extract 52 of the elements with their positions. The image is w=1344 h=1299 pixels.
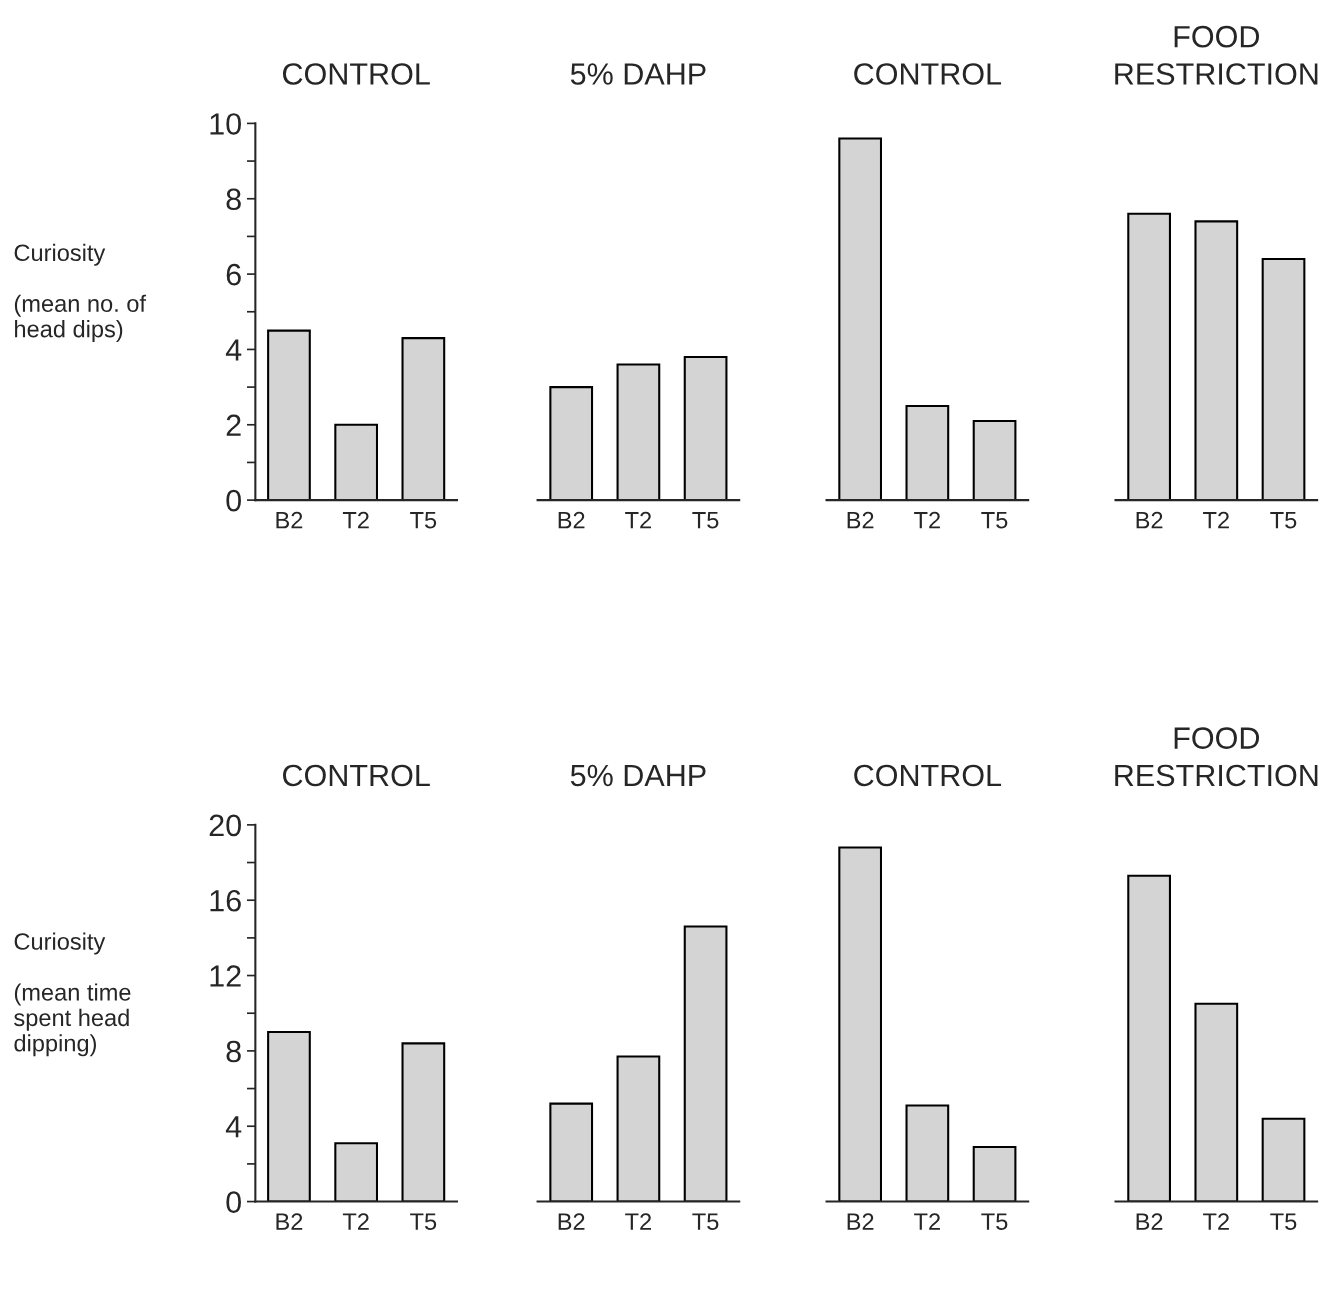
x-tick-label: T2 (625, 1213, 651, 1230)
bar (267, 1031, 311, 1202)
chart-title: 5% DAHP (570, 764, 706, 787)
chart-title: 5% DAHP (570, 63, 706, 85)
chart-title: FOOD RESTRICTION (1115, 25, 1318, 85)
x-tick-label: T5 (1270, 1213, 1297, 1231)
y-tick-label: 8 (226, 1040, 241, 1063)
x-tick-label: T5 (981, 1213, 1008, 1231)
x-tick-label: T2 (914, 511, 940, 529)
x-tick-label: B2 (558, 1213, 585, 1230)
x-tick-label: T5 (1270, 512, 1297, 529)
x-tick-label: T5 (981, 512, 1008, 529)
x-tick-label: T2 (342, 1213, 369, 1230)
text: Curiosity (mean no. of head dips) (14, 243, 147, 343)
y-tick-label: 10 (210, 113, 241, 135)
x-tick-label: T2 (914, 1213, 940, 1230)
chart-title: FOOD RESTRICTION (1115, 727, 1318, 787)
x-tick-label: B2 (276, 1213, 303, 1230)
y-tick-label: 0 (226, 489, 241, 512)
bar (334, 423, 379, 501)
x-tick-label: T2 (1203, 1213, 1229, 1230)
text: Curiosity (mean time spent head dipping) (14, 932, 131, 1057)
x-tick-label: B2 (558, 511, 585, 529)
bar (401, 1042, 446, 1202)
x-tick-label: T5 (410, 1213, 437, 1231)
bar (267, 329, 311, 501)
x-tick-label: T5 (410, 512, 437, 529)
x-tick-label: B2 (847, 1213, 874, 1230)
x-tick-label: T5 (692, 1213, 719, 1231)
y-tick-label: 4 (225, 1116, 242, 1138)
x-tick-label: B2 (276, 511, 303, 529)
y-tick-label: 4 (225, 339, 242, 361)
x-tick-label: T2 (1203, 511, 1229, 529)
chart-title: CONTROL (854, 764, 1002, 787)
chart-title: CONTROL (283, 764, 430, 787)
bar (334, 1142, 379, 1202)
y-tick-label: 6 (226, 263, 241, 286)
x-tick-label: B2 (847, 511, 874, 529)
y-tick-label: 16 (210, 889, 241, 912)
chart-title: CONTROL (854, 63, 1002, 85)
x-tick-label: T2 (342, 511, 369, 529)
y-tick-label: 0 (226, 1191, 241, 1213)
x-tick-label: B2 (1136, 511, 1163, 529)
y-tick-label: 12 (210, 965, 241, 987)
x-tick-label: T5 (692, 512, 719, 529)
chart-title: CONTROL (283, 63, 430, 85)
x-tick-label: T2 (625, 511, 651, 529)
x-tick-label: B2 (1136, 1213, 1163, 1230)
y-tick-label: 2 (226, 414, 241, 436)
y-tick-label: 8 (226, 188, 241, 211)
bar (401, 337, 446, 501)
y-tick-label: 20 (209, 814, 241, 837)
